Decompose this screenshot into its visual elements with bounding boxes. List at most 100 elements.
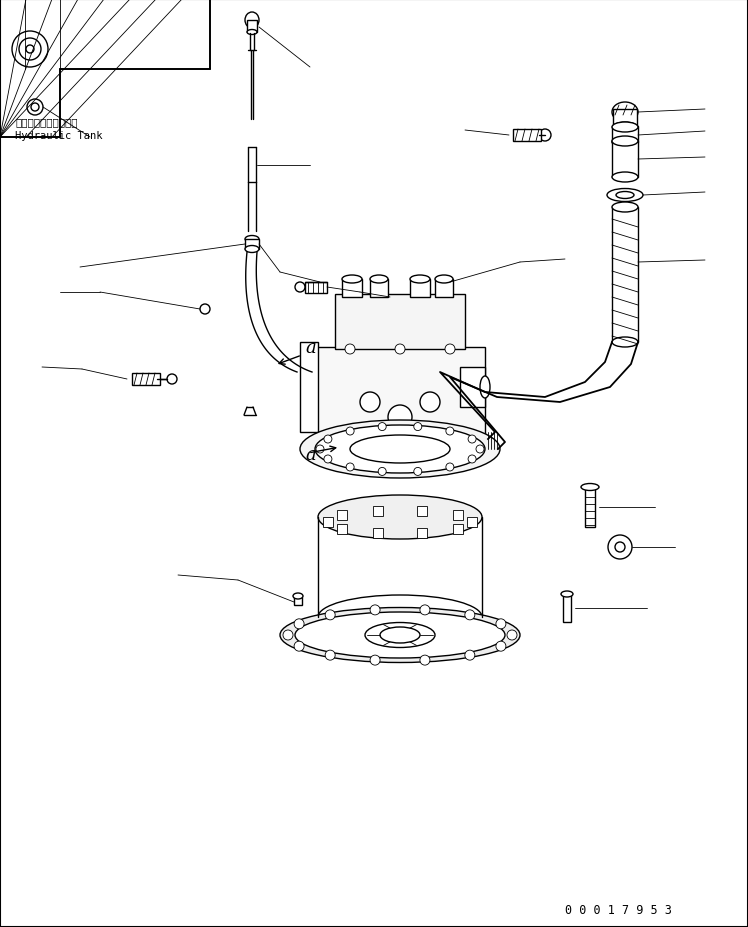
- Circle shape: [360, 392, 380, 413]
- Circle shape: [346, 464, 354, 472]
- Ellipse shape: [410, 275, 430, 284]
- Bar: [417, 506, 427, 516]
- Bar: [612, 127, 638, 143]
- Bar: [513, 130, 541, 142]
- Circle shape: [446, 464, 454, 472]
- Ellipse shape: [612, 138, 638, 147]
- Circle shape: [19, 39, 41, 61]
- Circle shape: [316, 446, 324, 453]
- Circle shape: [414, 468, 422, 476]
- Circle shape: [12, 32, 48, 68]
- Circle shape: [476, 446, 484, 453]
- Bar: [294, 597, 302, 605]
- Bar: [417, 528, 427, 539]
- Bar: [435, 280, 453, 298]
- Ellipse shape: [612, 203, 638, 213]
- Ellipse shape: [247, 31, 257, 35]
- Circle shape: [420, 605, 430, 616]
- Circle shape: [345, 345, 355, 355]
- Ellipse shape: [380, 628, 420, 643]
- Bar: [305, 283, 327, 294]
- Ellipse shape: [607, 189, 643, 202]
- Ellipse shape: [300, 421, 500, 478]
- Circle shape: [496, 641, 506, 652]
- Bar: [613, 110, 637, 128]
- Bar: [245, 240, 259, 249]
- Circle shape: [370, 655, 380, 666]
- Bar: [370, 280, 388, 298]
- Bar: [335, 295, 465, 349]
- Bar: [337, 511, 347, 520]
- Ellipse shape: [612, 103, 638, 123]
- Bar: [612, 142, 638, 178]
- Ellipse shape: [318, 595, 482, 640]
- Circle shape: [507, 630, 517, 641]
- Bar: [373, 528, 383, 539]
- Bar: [247, 21, 257, 33]
- Ellipse shape: [612, 172, 638, 183]
- Bar: [342, 280, 362, 298]
- Ellipse shape: [350, 436, 450, 464]
- Circle shape: [370, 605, 380, 616]
- Circle shape: [200, 305, 210, 314]
- Bar: [460, 368, 485, 408]
- Circle shape: [468, 455, 476, 464]
- Circle shape: [27, 100, 43, 116]
- Circle shape: [615, 542, 625, 552]
- Circle shape: [283, 630, 293, 641]
- Circle shape: [346, 427, 354, 436]
- Circle shape: [324, 455, 332, 464]
- Circle shape: [446, 427, 454, 436]
- Bar: [453, 511, 463, 520]
- Ellipse shape: [616, 192, 634, 199]
- Circle shape: [325, 610, 335, 620]
- Ellipse shape: [613, 123, 637, 133]
- Ellipse shape: [280, 608, 520, 663]
- Circle shape: [295, 283, 305, 293]
- Ellipse shape: [315, 425, 485, 474]
- Ellipse shape: [612, 137, 638, 146]
- Circle shape: [395, 345, 405, 355]
- Ellipse shape: [612, 337, 638, 348]
- Circle shape: [378, 468, 386, 476]
- Ellipse shape: [561, 591, 573, 597]
- Bar: [323, 517, 333, 527]
- Circle shape: [468, 436, 476, 443]
- Bar: [373, 506, 383, 516]
- Ellipse shape: [365, 623, 435, 648]
- Ellipse shape: [581, 484, 599, 491]
- Circle shape: [294, 641, 304, 652]
- Text: a: a: [305, 446, 316, 464]
- Circle shape: [465, 610, 475, 620]
- Bar: [563, 594, 571, 622]
- Text: ハイドロリックタンク: ハイドロリックタンク: [15, 117, 78, 127]
- Bar: [300, 343, 318, 433]
- Circle shape: [26, 46, 34, 54]
- Circle shape: [167, 375, 177, 385]
- Bar: [410, 280, 430, 298]
- Ellipse shape: [318, 495, 482, 540]
- Circle shape: [325, 651, 335, 660]
- Circle shape: [388, 406, 412, 429]
- Ellipse shape: [370, 275, 388, 284]
- Ellipse shape: [245, 13, 259, 29]
- Circle shape: [31, 104, 39, 112]
- Ellipse shape: [293, 593, 303, 600]
- Bar: [453, 525, 463, 535]
- Bar: [467, 517, 477, 527]
- Ellipse shape: [245, 247, 259, 253]
- Bar: [585, 488, 595, 527]
- Circle shape: [420, 655, 430, 666]
- Text: 0 0 0 1 7 9 5 3: 0 0 0 1 7 9 5 3: [565, 903, 672, 916]
- Bar: [337, 525, 347, 535]
- Text: a: a: [305, 338, 316, 357]
- Ellipse shape: [295, 613, 505, 658]
- Ellipse shape: [435, 275, 453, 284]
- Circle shape: [324, 436, 332, 443]
- Circle shape: [294, 619, 304, 629]
- Bar: [132, 374, 160, 386]
- Circle shape: [608, 536, 632, 559]
- Circle shape: [539, 130, 551, 142]
- Ellipse shape: [245, 236, 259, 243]
- Bar: [315, 348, 485, 448]
